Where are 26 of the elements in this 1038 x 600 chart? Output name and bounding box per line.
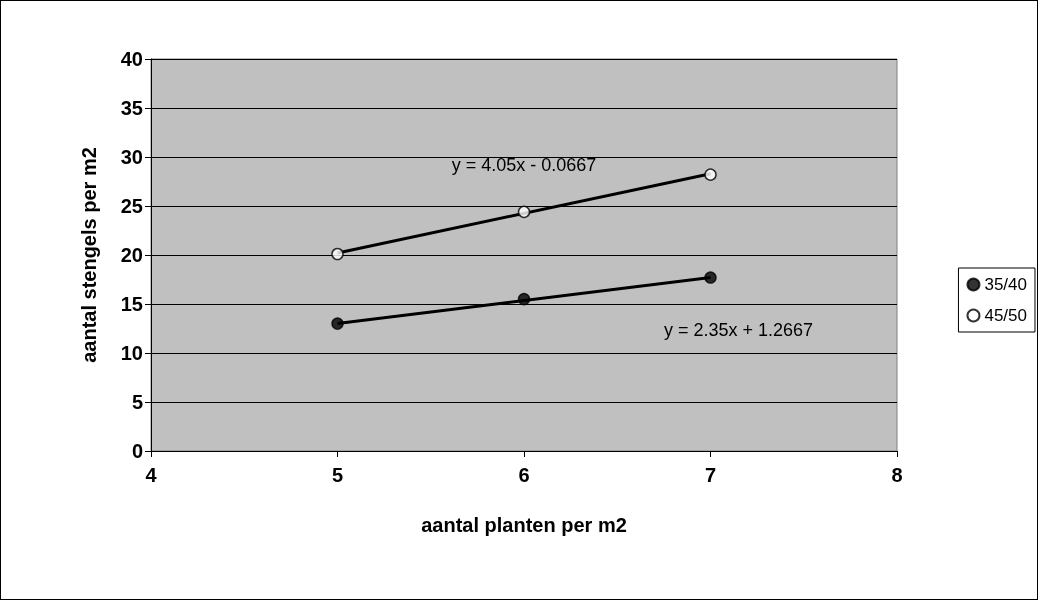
- y-tick-label: 40: [120, 48, 143, 70]
- x-tick-label: 4: [145, 464, 158, 486]
- y-tick-label: 0: [131, 440, 143, 462]
- y-tick-label: 30: [120, 146, 143, 168]
- y-tick-label: 5: [131, 391, 143, 413]
- x-axis-title: aantal planten per m2: [421, 514, 627, 536]
- y-tick-label: 35: [120, 97, 143, 119]
- x-tick-label: 6: [518, 464, 530, 486]
- y-tick-label: 15: [120, 293, 143, 315]
- point: [331, 247, 344, 261]
- y-tick-label: 25: [120, 195, 143, 217]
- y-axis-title: aantal stengels per m2: [78, 147, 100, 363]
- point: [704, 168, 717, 181]
- point: [517, 292, 531, 306]
- x-tick-label: 5: [331, 464, 344, 486]
- y-tick-label: 10: [120, 342, 143, 364]
- annotation: y = 2.35x + 1.2667: [663, 319, 814, 340]
- legend-label: 35/40: [984, 275, 1028, 294]
- x-tick-label: 7: [704, 464, 717, 486]
- point: [517, 205, 531, 219]
- point: [331, 317, 344, 330]
- y-tick-label: 20: [120, 244, 143, 266]
- legend-label: 45/50: [984, 306, 1028, 325]
- x-tick-label: 8: [891, 464, 903, 486]
- annotation: y = 4.05x - 0.0667: [451, 155, 597, 176]
- point: [704, 271, 717, 284]
